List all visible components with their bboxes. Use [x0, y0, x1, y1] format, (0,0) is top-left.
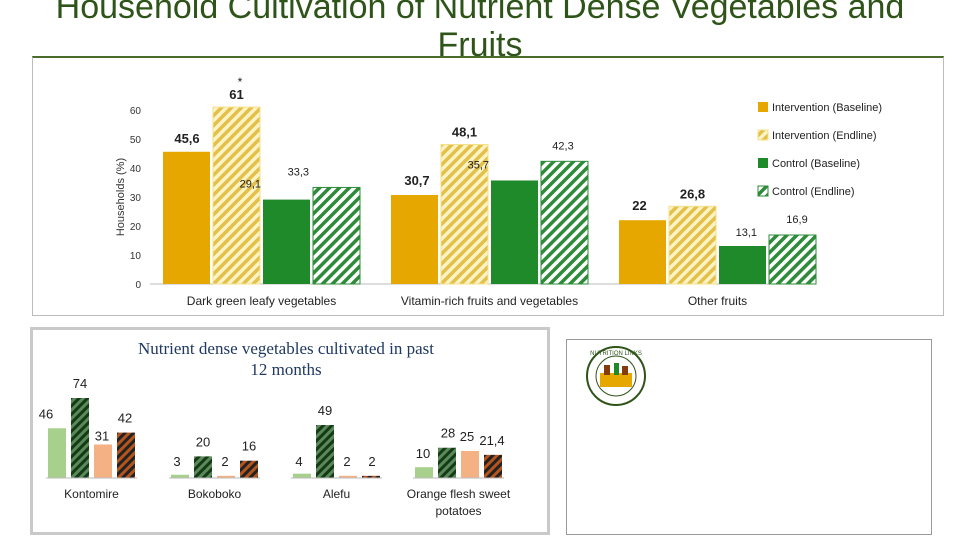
legend-swatch-3 [758, 158, 768, 168]
bar-1-2 [212, 106, 261, 285]
data-label: 45,6 [174, 131, 199, 146]
legend-label-4: Control (Endline) [772, 186, 855, 198]
bar-1-1 [48, 428, 66, 478]
bar-1-1 [163, 151, 210, 284]
data-label: 21,4 [479, 433, 504, 448]
y-tick-label: 40 [130, 164, 142, 175]
page-title-line-1: Household Cultivation of Nutrient Dense … [55, 0, 905, 26]
bar-2-1 [391, 194, 438, 284]
bar-2-2 [194, 456, 212, 478]
bar-4-2 [438, 447, 456, 478]
category-label: potatoes [435, 504, 481, 518]
legend-swatch-4 [757, 185, 769, 197]
y-tick-label: 60 [130, 106, 142, 117]
data-label: 42 [118, 411, 132, 426]
data-label: 3 [173, 454, 180, 469]
data-label: 49 [318, 403, 332, 418]
main-bar-chart: 0 10 20 30 40 50 60 Households (%) 45,6 61 29,1 33,… [115, 75, 882, 308]
data-label: 28 [441, 426, 455, 441]
data-label: 26,8 [680, 186, 705, 201]
legend-label-1: Intervention (Baseline) [772, 102, 882, 114]
data-label: 30,7 [404, 173, 429, 188]
bar-3-3 [339, 475, 357, 478]
main-chart-frame [32, 56, 944, 316]
data-label: 61 [229, 87, 243, 102]
y-tick-label: 50 [130, 135, 142, 146]
cultivation-chart-title: 12 months [250, 360, 321, 379]
bar-2-3 [217, 475, 235, 478]
bar-4-3 [461, 450, 479, 478]
category-label: Orange flesh sweet [407, 487, 511, 501]
data-label: 31 [95, 428, 109, 443]
legend-label-2: Intervention (Endline) [772, 130, 877, 142]
data-label: 2 [343, 454, 350, 469]
y-tick-label: 10 [130, 251, 142, 262]
significance-marker: * [238, 75, 243, 89]
bar-2-4 [240, 460, 258, 478]
logo-text: NUTRITION LINKS [590, 351, 642, 357]
bar-2-4 [540, 160, 589, 285]
data-label: 16,9 [786, 214, 807, 226]
bar-3-1 [293, 473, 311, 478]
bar-3-3 [719, 246, 766, 284]
cultivation-chart-frame [30, 327, 550, 535]
logo-panel [566, 339, 932, 535]
data-label: 22 [632, 198, 646, 213]
category-label: Vitamin-rich fruits and vegetables [401, 294, 578, 308]
data-label: 25 [460, 429, 474, 444]
bar-2-2 [440, 144, 489, 285]
category-label: Other fruits [688, 294, 747, 308]
bar-2-1 [171, 474, 189, 478]
nutrition-links-logo: NUTRITION LINKS [586, 346, 646, 406]
bar-1-4 [312, 186, 361, 285]
legend-swatch-1 [758, 102, 768, 112]
category-label: Bokoboko [188, 487, 242, 501]
y-tick-label: 20 [130, 222, 142, 233]
bar-4-1 [415, 467, 433, 478]
data-label: 74 [73, 376, 87, 391]
category-label: Alefu [323, 487, 350, 501]
y-tick-label: 0 [135, 280, 141, 291]
bar-1-3 [94, 444, 112, 478]
data-label: 29,1 [240, 179, 261, 191]
bar-1-4 [117, 432, 135, 478]
data-label: 13,1 [736, 227, 757, 239]
y-tick-label: 30 [130, 193, 142, 204]
category-label: Kontomire [64, 487, 119, 501]
data-label: 4 [295, 454, 302, 469]
data-label: 48,1 [452, 125, 477, 140]
data-label: 42,3 [552, 140, 573, 152]
bar-3-4 [362, 475, 380, 478]
data-label: 16 [242, 439, 256, 454]
data-label: 35,7 [468, 159, 489, 171]
data-label: 2 [221, 454, 228, 469]
category-label: Dark green leafy vegetables [187, 294, 336, 308]
bar-3-2 [316, 425, 334, 478]
cultivation-chart-title: Nutrient dense vegetables cultivated in … [138, 339, 434, 358]
legend-label-3: Control (Baseline) [772, 158, 860, 170]
cultivation-bar-chart: Nutrient dense vegetables cultivated in … [39, 339, 511, 518]
data-label: 10 [416, 446, 430, 461]
bar-1-3 [263, 199, 310, 284]
bar-4-4 [484, 454, 502, 478]
bar-3-1 [619, 220, 666, 284]
data-label: 33,3 [288, 166, 309, 178]
data-label: 2 [368, 454, 375, 469]
legend-swatch-2 [757, 129, 769, 141]
bar-1-2 [71, 398, 89, 478]
data-label: 20 [196, 434, 210, 449]
bar-3-4 [768, 234, 817, 285]
y-axis-label: Households (%) [115, 158, 127, 236]
bar-2-3 [491, 180, 538, 284]
data-label: 46 [39, 406, 53, 421]
bar-3-2 [668, 205, 717, 285]
page-title: Household Cultivation of Nutrient Dense … [0, 0, 960, 64]
